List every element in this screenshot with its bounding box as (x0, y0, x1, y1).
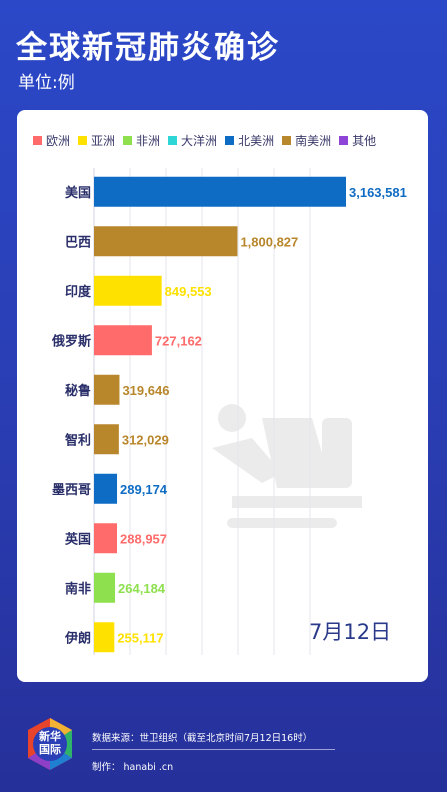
legend-swatch (339, 136, 349, 145)
legend-item: 大洋洲 (168, 132, 217, 149)
legend-label: 其他 (352, 134, 377, 148)
bar (94, 424, 119, 455)
value-label: 849,553 (165, 284, 212, 299)
value-label: 319,646 (122, 383, 169, 398)
legend-swatch (123, 136, 133, 145)
category-label: 英国 (64, 531, 91, 547)
category-label: 智利 (65, 432, 91, 448)
value-label: 289,174 (120, 482, 168, 497)
legend-item: 非洲 (123, 132, 160, 149)
legend-label: 非洲 (136, 134, 161, 148)
bar (94, 325, 152, 356)
bar-chart: 美国 3,163,581 巴西 1,800,827 印度 849,553 俄罗斯 727,16… (51, 168, 407, 655)
value-label: 727,162 (155, 333, 202, 348)
legend-label: 欧洲 (46, 134, 71, 148)
bar (94, 622, 115, 653)
maker-credit: 制作： hanabi .cn (92, 762, 174, 773)
category-label: 墨西哥 (52, 482, 91, 498)
category-label: 俄罗斯 (51, 333, 91, 349)
legend: 欧洲 亚洲 非洲 大洋洲 北美洲 南美洲 其他 (33, 132, 420, 149)
data-source: 数据来源：世卫组织（截至北京时间7月12日16时） (92, 733, 313, 744)
legend-item: 南美洲 (282, 132, 331, 149)
category-label: 伊朗 (64, 630, 91, 646)
category-label: 美国 (65, 185, 91, 201)
legend-swatch (78, 136, 88, 145)
date-label: 7月12日 (309, 620, 392, 644)
bar (94, 523, 118, 554)
logo-text-line: 国际 (39, 743, 61, 756)
category-label: 印度 (65, 284, 92, 300)
bar (94, 176, 346, 207)
unit-label: 单位:例 (18, 73, 75, 93)
xinhua-logo: 新华 国际 (22, 716, 78, 772)
legend-item: 北美洲 (225, 132, 274, 149)
chart-card: 欧洲 亚洲 非洲 大洋洲 北美洲 南美洲 其他 美国 3,163,581 巴西 1,800,827… (17, 110, 428, 682)
legend-swatch (168, 136, 178, 145)
logo-text-line: 新华 (39, 730, 61, 743)
bar (94, 374, 120, 405)
category-label: 巴西 (65, 235, 91, 250)
value-label: 312,029 (122, 432, 169, 447)
bar (94, 572, 116, 603)
legend-item: 其他 (339, 132, 376, 149)
category-label: 秘鲁 (65, 383, 91, 399)
legend-swatch (225, 136, 235, 145)
category-label: 南非 (65, 581, 91, 597)
footer-divider (92, 749, 335, 750)
legend-label: 北美洲 (238, 134, 275, 148)
value-label: 264,184 (118, 581, 166, 596)
legend-swatch (282, 136, 292, 145)
legend-item: 亚洲 (78, 132, 115, 149)
legend-label: 亚洲 (91, 134, 116, 148)
legend-label: 大洋洲 (181, 134, 218, 148)
bar (94, 473, 118, 504)
bar (94, 275, 162, 306)
page-title: 全球新冠肺炎确诊 (16, 30, 280, 66)
legend-swatch (33, 136, 42, 145)
logo-text: 新华 国际 (22, 730, 78, 756)
legend-item: 欧洲 (33, 132, 70, 149)
value-label: 1,800,827 (240, 234, 298, 249)
value-label: 288,957 (120, 531, 167, 546)
value-label: 3,163,581 (349, 185, 407, 200)
legend-label: 南美洲 (295, 134, 332, 148)
value-label: 255,117 (117, 630, 163, 645)
bar (94, 226, 238, 257)
